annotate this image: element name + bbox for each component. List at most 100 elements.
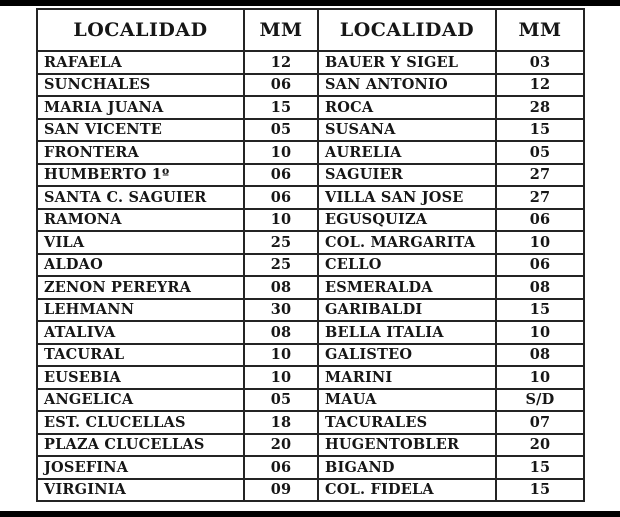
locality-cell: RAMONA	[36, 207, 245, 232]
mm-cell: 05	[243, 117, 319, 142]
table-row: SAN VICENTE 05 SUSANA 15	[36, 117, 585, 142]
table-row: VIRGINIA 09 COL. FIDELA 15	[36, 477, 585, 502]
locality-cell: COL. MARGARITA	[317, 230, 497, 255]
mm-cell: 06	[495, 252, 585, 277]
locality-cell: MARIA JUANA	[36, 95, 245, 120]
locality-cell: ATALIVA	[36, 320, 245, 345]
column-header-mm-right: MM	[495, 8, 585, 52]
bottom-black-bar	[0, 511, 620, 517]
mm-cell: 18	[243, 410, 319, 435]
mm-cell: 10	[495, 230, 585, 255]
locality-cell: CELLO	[317, 252, 497, 277]
mm-cell: 08	[243, 275, 319, 300]
mm-cell: 10	[243, 207, 319, 232]
table-row: MARIA JUANA 15 ROCA 28	[36, 95, 585, 120]
mm-cell: 25	[243, 252, 319, 277]
table-row: EUSEBIA 10 MARINI 10	[36, 365, 585, 390]
mm-cell: 05	[243, 387, 319, 412]
mm-cell: 08	[495, 342, 585, 367]
table-row: ATALIVA 08 BELLA ITALIA 10	[36, 320, 585, 345]
mm-cell: 15	[495, 455, 585, 480]
table-row: ZENON PEREYRA 08 ESMERALDA 08	[36, 275, 585, 300]
mm-cell: 10	[243, 365, 319, 390]
mm-cell: 20	[495, 432, 585, 457]
locality-cell: BAUER Y SIGEL	[317, 50, 497, 75]
mm-cell: 08	[495, 275, 585, 300]
table-row: LEHMANN 30 GARIBALDI 15	[36, 297, 585, 322]
column-header-localidad-left: LOCALIDAD	[36, 8, 245, 52]
table-row: ANGELICA 05 MAUA S/D	[36, 387, 585, 412]
mm-cell: 09	[243, 477, 319, 502]
mm-cell: 06	[243, 455, 319, 480]
locality-cell: ALDAO	[36, 252, 245, 277]
table-row: VILA 25 COL. MARGARITA 10	[36, 230, 585, 255]
mm-cell: 30	[243, 297, 319, 322]
locality-cell: LEHMANN	[36, 297, 245, 322]
mm-cell: 06	[243, 185, 319, 210]
rainfall-table: LOCALIDAD MM LOCALIDAD MM RAFAELA 12 BAUER…	[36, 8, 585, 502]
mm-cell: 25	[243, 230, 319, 255]
locality-cell: SUNCHALES	[36, 72, 245, 97]
locality-cell: ROCA	[317, 95, 497, 120]
locality-cell: SUSANA	[317, 117, 497, 142]
table-row: ALDAO 25 CELLO 06	[36, 252, 585, 277]
locality-cell: EUSEBIA	[36, 365, 245, 390]
mm-cell: 06	[243, 72, 319, 97]
mm-cell: 06	[243, 162, 319, 187]
locality-cell: SAN ANTONIO	[317, 72, 497, 97]
locality-cell: RAFAELA	[36, 50, 245, 75]
mm-cell: 05	[495, 140, 585, 165]
mm-cell: 10	[243, 342, 319, 367]
locality-cell: BIGAND	[317, 455, 497, 480]
mm-cell: 07	[495, 410, 585, 435]
mm-cell: 10	[495, 365, 585, 390]
mm-cell: 15	[495, 477, 585, 502]
mm-cell: 27	[495, 185, 585, 210]
mm-cell: 10	[495, 320, 585, 345]
mm-cell: 15	[495, 297, 585, 322]
mm-cell: 10	[243, 140, 319, 165]
mm-cell: 12	[495, 72, 585, 97]
table-row: EST. CLUCELLAS 18 TACURALES 07	[36, 410, 585, 435]
locality-cell: HUGENTOBLER	[317, 432, 497, 457]
column-header-mm-left: MM	[243, 8, 319, 52]
table-body: RAFAELA 12 BAUER Y SIGEL 03 SUNCHALES 06 SAN A…	[36, 50, 585, 502]
locality-cell: EST. CLUCELLAS	[36, 410, 245, 435]
locality-cell: SAN VICENTE	[36, 117, 245, 142]
table-row: TACURAL 10 GALISTEO 08	[36, 342, 585, 367]
mm-cell: 28	[495, 95, 585, 120]
table-row: FRONTERA 10 AURELIA 05	[36, 140, 585, 165]
top-black-bar	[0, 0, 620, 6]
locality-cell: GARIBALDI	[317, 297, 497, 322]
table-row: HUMBERTO 1º 06 SAGUIER 27	[36, 162, 585, 187]
table-row: RAFAELA 12 BAUER Y SIGEL 03	[36, 50, 585, 75]
locality-cell: MAUA	[317, 387, 497, 412]
mm-cell: 08	[243, 320, 319, 345]
locality-cell: GALISTEO	[317, 342, 497, 367]
locality-cell: FRONTERA	[36, 140, 245, 165]
mm-cell: 06	[495, 207, 585, 232]
locality-cell: ANGELICA	[36, 387, 245, 412]
mm-cell: 27	[495, 162, 585, 187]
locality-cell: VILLA SAN JOSE	[317, 185, 497, 210]
locality-cell: ZENON PEREYRA	[36, 275, 245, 300]
locality-cell: COL. FIDELA	[317, 477, 497, 502]
column-header-localidad-right: LOCALIDAD	[317, 8, 497, 52]
mm-cell: S/D	[495, 387, 585, 412]
mm-cell: 20	[243, 432, 319, 457]
locality-cell: HUMBERTO 1º	[36, 162, 245, 187]
locality-cell: JOSEFINA	[36, 455, 245, 480]
locality-cell: AURELIA	[317, 140, 497, 165]
locality-cell: VIRGINIA	[36, 477, 245, 502]
locality-cell: TACURALES	[317, 410, 497, 435]
table-row: PLAZA CLUCELLAS 20 HUGENTOBLER 20	[36, 432, 585, 457]
table-row: RAMONA 10 EGUSQUIZA 06	[36, 207, 585, 232]
locality-cell: VILA	[36, 230, 245, 255]
table-row: JOSEFINA 06 BIGAND 15	[36, 455, 585, 480]
mm-cell: 15	[243, 95, 319, 120]
locality-cell: SAGUIER	[317, 162, 497, 187]
locality-cell: MARINI	[317, 365, 497, 390]
locality-cell: PLAZA CLUCELLAS	[36, 432, 245, 457]
table-row: SANTA C. SAGUIER 06 VILLA SAN JOSE 27	[36, 185, 585, 210]
